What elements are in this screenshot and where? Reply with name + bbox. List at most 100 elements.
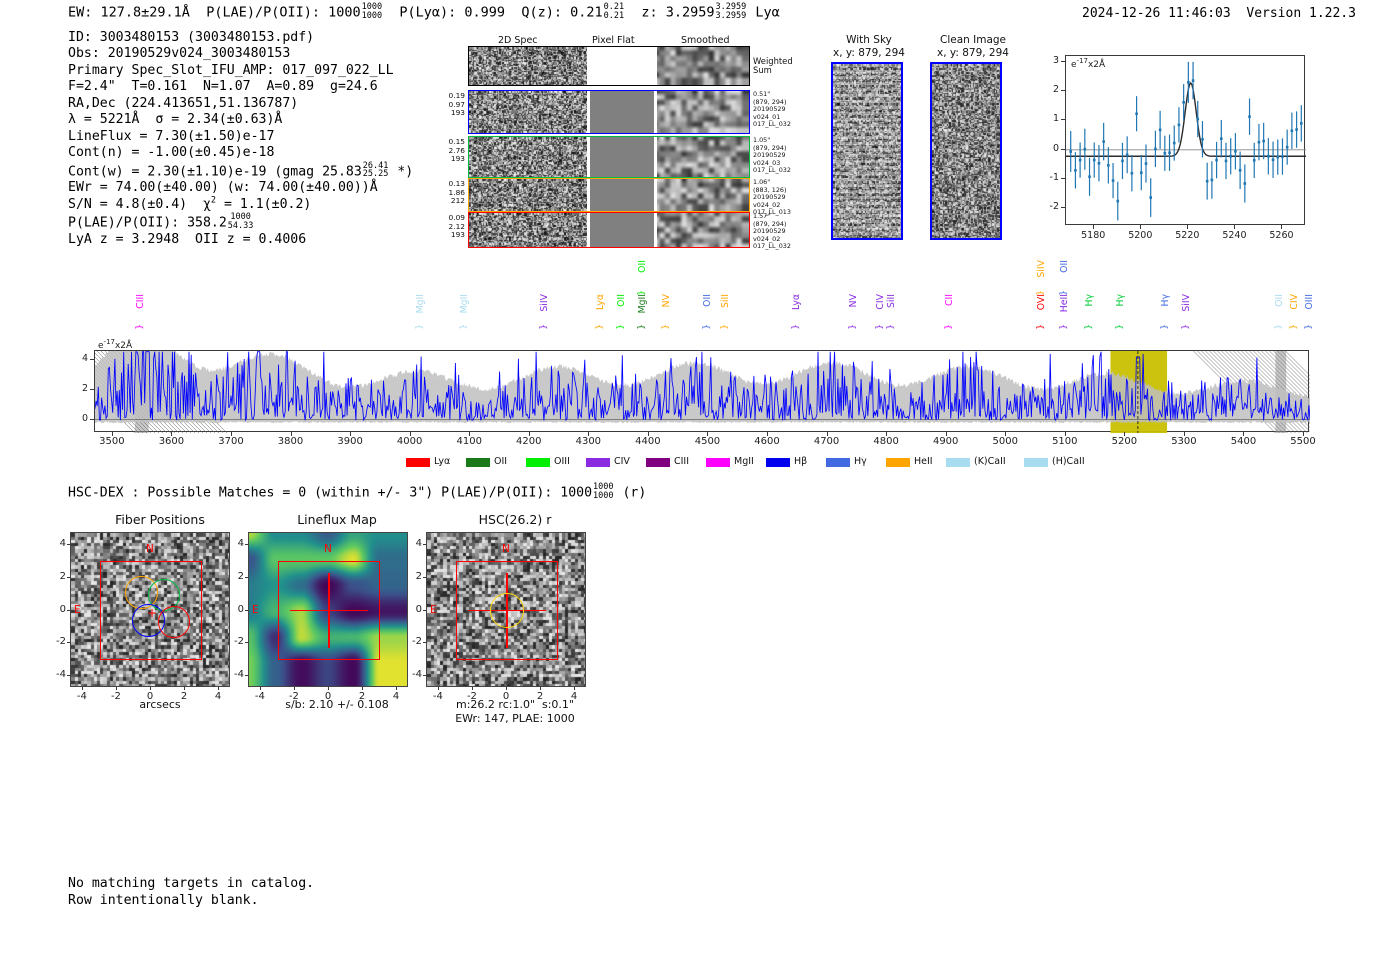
spec2d-col-title-pixelflat: Pixel Flat [592, 35, 635, 46]
strip-gap [587, 47, 590, 85]
panel-xtick [396, 687, 398, 690]
ytick-label: -2 [1049, 201, 1059, 213]
line-marker-hγ-22: Hγ [1159, 294, 1171, 307]
smoothed-image [656, 179, 749, 211]
line-marker-oii-19: OII [1058, 260, 1070, 273]
sky-band [833, 190, 901, 193]
sky-band [833, 118, 901, 121]
timestamp-version: 2024-12-26 11:46:03 Version 1.22.3 [1082, 6, 1356, 21]
sky-band [833, 64, 901, 67]
fov-rectangle [455, 561, 559, 660]
info-line-ewr: EWr = 74.00(±40.00) (w: 74.00(±40.00))Å [68, 180, 378, 196]
legend-label-Hβ: Hβ [794, 456, 808, 467]
sky-band [833, 202, 901, 205]
header-z-fraction: 3.2959 3.2959 [715, 2, 747, 21]
line-marker-mgii-1: MgII [414, 294, 426, 314]
compass-north: N [502, 542, 510, 555]
ytick-label: -1 [1049, 172, 1059, 184]
sky-band [833, 70, 901, 73]
sky-band [833, 100, 901, 103]
ytick [90, 388, 94, 390]
line-marker-bracket-23: } [1180, 324, 1191, 330]
sky-band [833, 94, 901, 97]
line-marker-bracket-7: } [636, 290, 647, 296]
xtick-label: 3500 [99, 436, 125, 447]
ytick-label: 2 [81, 382, 88, 394]
ytick [1061, 178, 1065, 180]
panel-ytick [423, 609, 426, 611]
line-marker-bracket-15: } [943, 324, 954, 330]
line-marker-oiii-26: OIII [1304, 294, 1315, 310]
legend-swatch-Hγ [826, 458, 850, 467]
line-marker-bracket-19: } [1058, 290, 1069, 296]
legend-swatch-CIV [586, 458, 610, 467]
xtick [1243, 432, 1245, 436]
spec2d-image [469, 213, 587, 247]
info-line-redshifts: LyA z = 3.2948 OII z = 0.4006 [68, 232, 307, 248]
xtick [1183, 432, 1185, 436]
ytick [1061, 148, 1065, 150]
spec2d-row-meta-2: 1.05" (879, 294) 20190529 v024_03 017_LL… [753, 136, 791, 175]
xtick-label: 4600 [754, 436, 780, 447]
legend-swatch-Lyα [406, 458, 430, 467]
line-marker-bracket-22: } [1159, 324, 1170, 330]
line-marker-oii-24: OII [1274, 294, 1286, 307]
line-marker-hγ-21: Hγ [1114, 294, 1126, 307]
info-line-lineflux: LineFlux = 7.30(±1.50)e-17 [68, 128, 275, 144]
full-spectrum-svg [95, 351, 1310, 433]
info-line-id: ID: 3003480153 (3003480153.pdf) [68, 30, 315, 45]
panel-xtick-label: -2 [288, 691, 299, 702]
panel-xtick [540, 687, 542, 690]
cutout-panel-clean-image [930, 62, 1002, 240]
panel-ytick-label: 4 [237, 537, 244, 549]
panel-title-lineflux-map: Lineflux Map [297, 512, 377, 527]
full-spectrum-flux-annotation: e-17x2Å [98, 338, 133, 351]
strip-gap [654, 179, 657, 211]
spec2d-row-2 [468, 136, 750, 178]
panel-xtick [362, 687, 364, 690]
strip-gap [654, 47, 657, 85]
line-marker-bracket-20: } [1083, 324, 1094, 330]
panel-xtick-label: 0 [324, 691, 332, 702]
crosshair-horizontal [289, 609, 369, 612]
panel-ytick [245, 543, 248, 545]
line-marker-bracket-13: } [875, 324, 886, 330]
line-marker-bracket-14: } [885, 324, 896, 330]
spec2d-row-stats-1: 0.19 0.97 193 [448, 91, 465, 118]
sky-band [833, 148, 901, 151]
ytick [1061, 119, 1065, 121]
panel-caption-hsc: m:26.2 rc:1.0" s:0.1" EWr: 147, PLAE: 100… [455, 698, 575, 725]
panel-ytick-label: -4 [234, 669, 244, 681]
panel-ytick-label: 2 [59, 570, 66, 582]
line-marker-bracket-21: } [1114, 324, 1125, 330]
ytick-label: 3 [1052, 54, 1059, 66]
sky-band [833, 214, 901, 217]
panel-xtick [259, 687, 261, 690]
line-marker-bracket-12: } [848, 324, 859, 330]
legend-swatch-(K)CaII [946, 458, 970, 467]
spec2d-image [469, 137, 587, 177]
panel-ytick [67, 642, 70, 644]
panel-xtick-label: 4 [214, 691, 222, 702]
timestamp: 2024-12-26 11:46:03 [1082, 6, 1231, 21]
xtick-label: 5240 [1222, 230, 1247, 241]
sky-band [833, 238, 901, 240]
xtick-label: 4700 [813, 436, 840, 447]
info-line-seeing: F=2.4" T=0.161 N=1.07 A=0.89 g=24.6 [68, 79, 378, 95]
zoom-spectrum-svg [1066, 61, 1306, 221]
xtick [409, 432, 411, 436]
cutout-image [833, 64, 901, 238]
detection-info-block: ID: 3003480153 (3003480153.pdf) Obs: 201… [68, 30, 413, 249]
line-marker-heii-18: HeII [1058, 294, 1070, 313]
smoothed-image [656, 91, 749, 133]
xtick [469, 432, 471, 436]
panel-ytick-label: -4 [412, 669, 422, 681]
legend-label-OII: OII [494, 456, 508, 467]
panel-ytick [245, 609, 248, 611]
line-marker-siiv-3: SiIV [538, 294, 550, 312]
strip-gap [587, 137, 590, 177]
line-marker-bracket-9: } [702, 324, 713, 330]
line-marker-bracket-5: } [616, 324, 627, 330]
xtick-label: 5180 [1081, 230, 1106, 241]
